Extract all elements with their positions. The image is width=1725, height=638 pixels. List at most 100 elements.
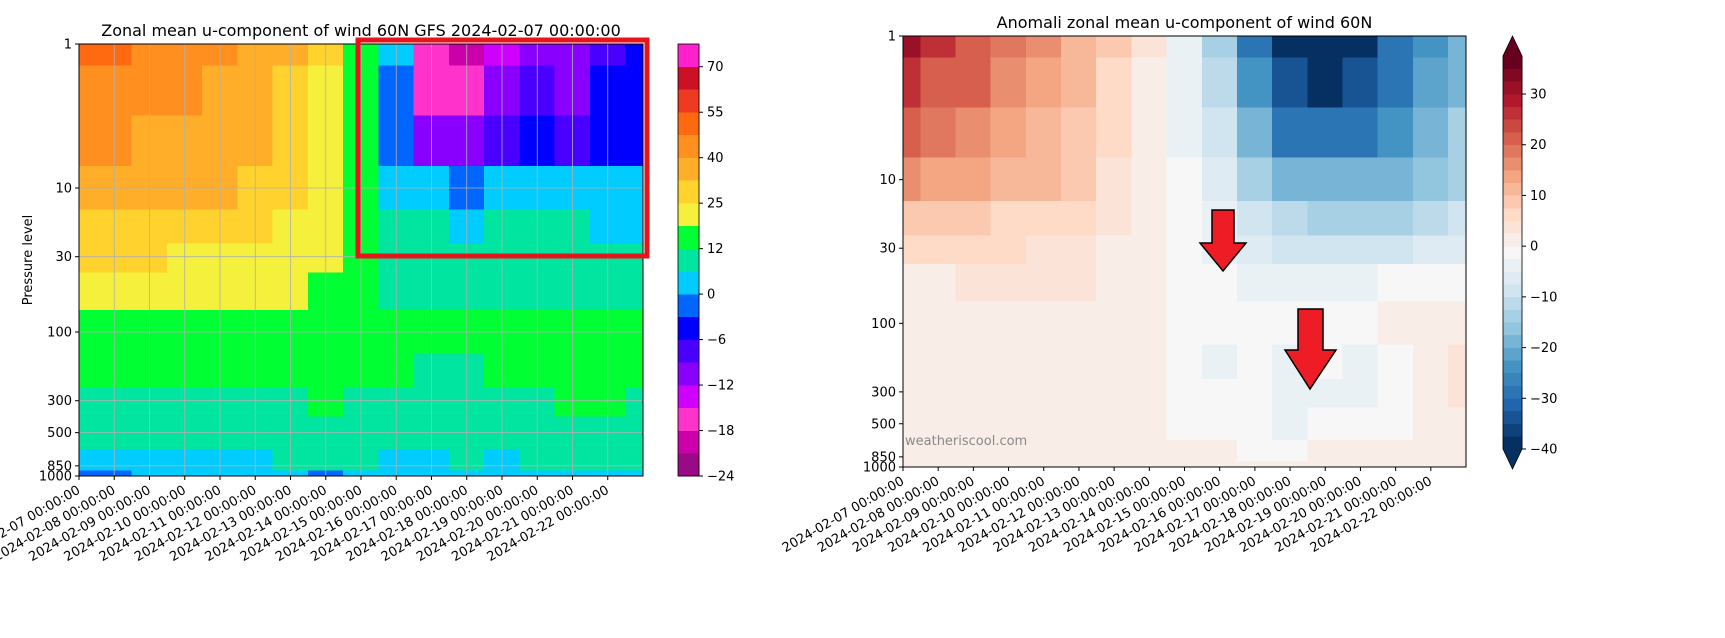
field-cell (1025, 407, 1062, 441)
y-tick-label: 100 (871, 317, 896, 332)
field-cell (990, 378, 1027, 409)
y-tick-label: 10 (55, 182, 72, 197)
field-cell (1236, 263, 1273, 303)
y-tick-label: 1 (64, 38, 72, 53)
y-tick-label: 1000 (863, 461, 896, 476)
field-cell (1412, 157, 1449, 202)
field-cell (1272, 157, 1308, 202)
colorbar-tick-label: −30 (1530, 392, 1557, 407)
field-cell (1307, 57, 1344, 109)
field-cell (1025, 344, 1062, 380)
field-cell (1166, 107, 1203, 159)
y-tick-label: 30 (879, 242, 896, 257)
field-cell (1131, 235, 1168, 265)
colorbar-tick-label: −10 (1530, 290, 1557, 305)
y-tick-label: 1 (888, 30, 896, 45)
field-cell (1272, 107, 1308, 159)
y-tick-label: 500 (871, 417, 896, 432)
field-cell (1412, 200, 1449, 236)
field-cell (1025, 235, 1062, 265)
field-cell (1061, 235, 1097, 265)
field-cell (1061, 301, 1097, 346)
field-cell (1377, 200, 1414, 236)
field-cell (1025, 200, 1062, 236)
field-cell (955, 235, 992, 265)
field-cell (1061, 344, 1097, 380)
field-cell (990, 301, 1027, 346)
field-cell (1342, 235, 1379, 265)
field-cell (1342, 200, 1379, 236)
field-cell (1131, 344, 1168, 380)
field-cell (1096, 235, 1133, 265)
field-cell (1166, 57, 1203, 109)
field-cell (920, 157, 957, 202)
field-cell (1342, 344, 1379, 380)
field-cell (1307, 157, 1344, 202)
colorbar-tick-label: −20 (1530, 341, 1557, 356)
field-cell (920, 344, 957, 380)
field-cell (1236, 378, 1273, 409)
colorbar-tick-label: 40 (707, 151, 724, 166)
arrow (1198, 209, 1248, 273)
field-cell (1131, 107, 1168, 159)
field-cell (1166, 407, 1203, 441)
field-cell (1412, 378, 1449, 409)
field-cell (1377, 378, 1414, 409)
field-cell (955, 407, 992, 441)
colorbar-tick-label: 0 (1530, 240, 1538, 255)
field-cell (1377, 107, 1414, 159)
field-cell (990, 157, 1027, 202)
field-cell (1342, 57, 1379, 109)
field-cell (920, 301, 957, 346)
field-cell (1272, 200, 1308, 236)
field-cell (1307, 235, 1344, 265)
field-cell (1412, 235, 1449, 265)
field-cell (1061, 407, 1097, 441)
y-axis-label: Pressure level (21, 215, 36, 306)
field-cell (955, 157, 992, 202)
field-cell (1201, 157, 1238, 202)
field-cell (1025, 157, 1062, 202)
y-tick-label: 850 (871, 450, 896, 465)
colorbar-tick-label: −40 (1530, 443, 1557, 458)
field-cell (1412, 263, 1449, 303)
field-cell (1096, 344, 1133, 380)
colorbar-tick-label: 20 (1530, 138, 1547, 153)
field-cell (1377, 157, 1414, 202)
field-cell (990, 57, 1027, 109)
field-cell (1131, 57, 1168, 109)
field-cell (1201, 407, 1238, 441)
field-cell (1131, 157, 1168, 202)
field-cell (1096, 263, 1133, 303)
field-cell (1342, 407, 1379, 441)
field-cell (1342, 301, 1379, 346)
field-cell (990, 107, 1027, 159)
field-cell (1166, 235, 1203, 265)
watermark: weatheriscool.com (905, 434, 1027, 449)
field-cell (1236, 235, 1273, 265)
field-cell (990, 200, 1027, 236)
highlight-box (355, 37, 650, 259)
colorbar-tick-label: −6 (707, 333, 726, 348)
y-tick-label: 500 (47, 426, 72, 441)
field-cell (1131, 301, 1168, 346)
field-cell (990, 344, 1027, 380)
field-cell (955, 107, 992, 159)
y-tick-label: 30 (55, 250, 72, 265)
field-cell (1025, 378, 1062, 409)
field-cell (1377, 263, 1414, 303)
colorbar-tick-label: 30 (1530, 88, 1547, 103)
field-cell (920, 378, 957, 409)
colorbar-tick-label: 25 (707, 197, 724, 212)
y-tick-label: 100 (47, 326, 72, 341)
field-cell (1377, 235, 1414, 265)
chart-title: Zonal mean u-component of wind 60N GFS 2… (101, 21, 621, 40)
y-tick-label: 850 (47, 459, 72, 474)
y-tick-label: 300 (47, 394, 72, 409)
field-cell (1236, 301, 1273, 346)
field-cell (1061, 200, 1097, 236)
field-cell (1025, 107, 1062, 159)
